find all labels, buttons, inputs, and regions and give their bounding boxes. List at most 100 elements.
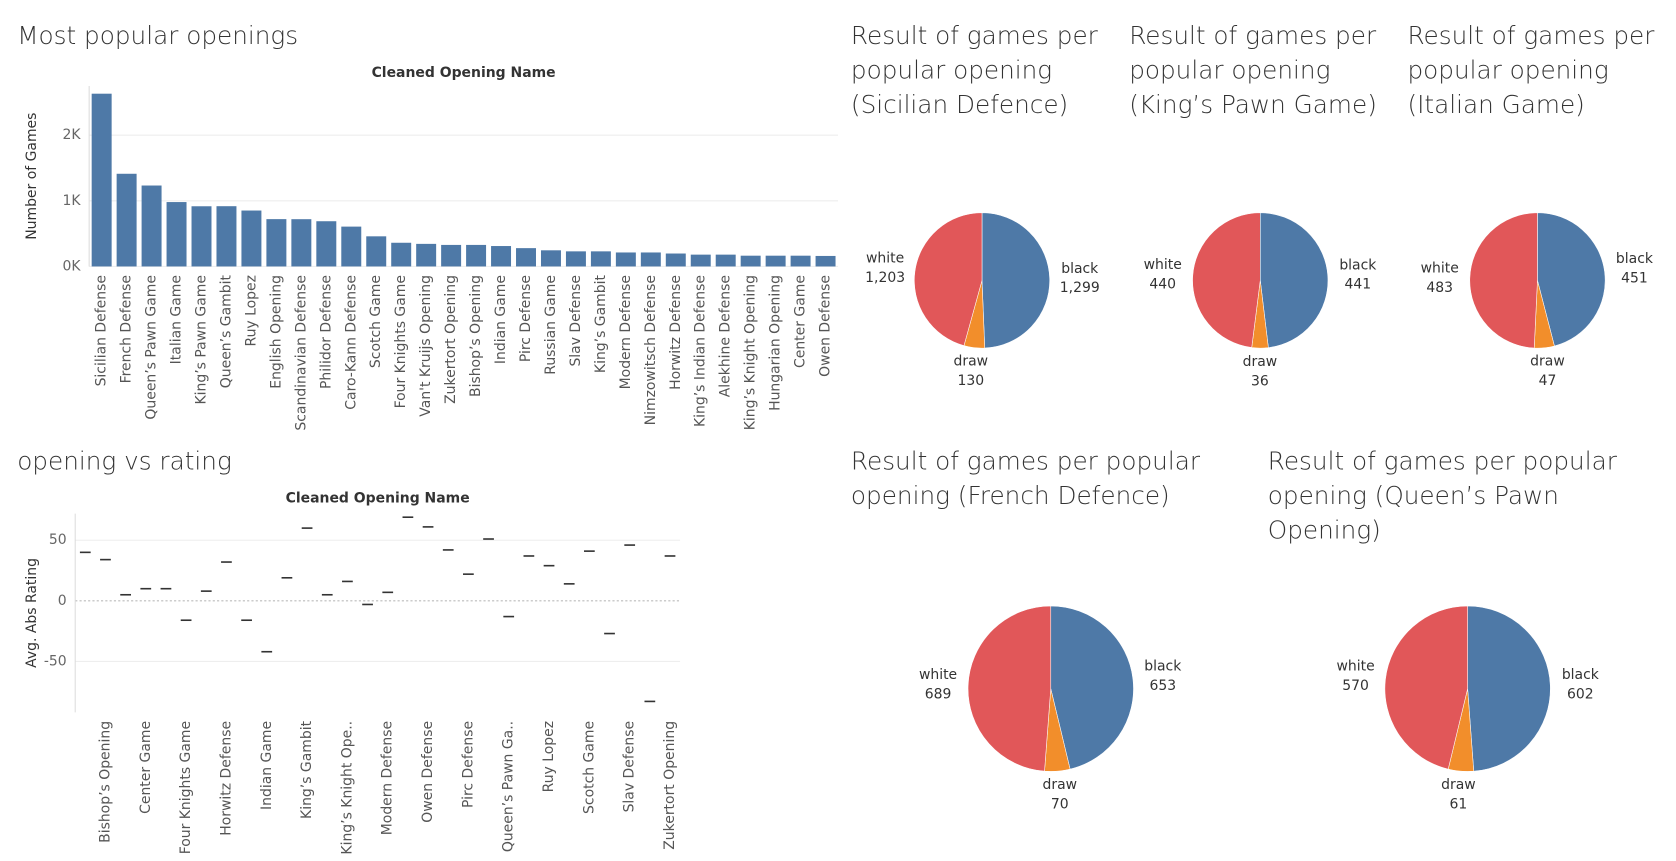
y-tick-label: -50	[44, 653, 67, 669]
bar	[266, 219, 287, 267]
pie-slice	[1384, 605, 1468, 770]
x-tick-label: Sicilian Defense	[94, 275, 110, 386]
x-tick-label: Modern Defense	[618, 275, 634, 389]
x-axis-title: Cleaned Opening Name	[286, 491, 470, 507]
x-tick-label: Queen’s Pawn Ga..	[501, 721, 517, 852]
x-tick-label: Italian Game	[169, 275, 185, 364]
y-tick-label: 1K	[63, 193, 82, 209]
slice-value: 61	[1450, 796, 1468, 812]
slice-value: 441	[1345, 277, 1372, 293]
y-axis-title: Number of Games	[24, 113, 40, 240]
x-tick-label: Slav Defense	[568, 275, 584, 367]
bar	[665, 253, 686, 267]
bar	[141, 185, 162, 267]
slice-value: 1,203	[865, 270, 905, 286]
x-tick-label: Scotch Game	[581, 721, 597, 814]
slice-value: 1,299	[1060, 280, 1100, 296]
slice-label: white	[919, 667, 957, 683]
bar	[690, 254, 711, 267]
x-tick-label: Pirc Defense	[460, 721, 476, 808]
x-tick-label: French Defense	[119, 275, 135, 383]
bar	[291, 219, 312, 267]
pie-slice	[1469, 212, 1538, 349]
bar	[815, 255, 836, 267]
x-tick-label: Slav Defense	[622, 721, 638, 813]
slice-value: 451	[1621, 271, 1648, 287]
chart-title: Most popular openings	[17, 22, 299, 51]
bar	[391, 242, 412, 267]
slice-label: black	[1616, 251, 1654, 267]
bar	[790, 255, 811, 267]
pie-slice	[1192, 212, 1261, 348]
bar	[715, 254, 736, 267]
x-tick-label: Horwitz Defense	[668, 275, 684, 390]
y-tick-label: 50	[49, 532, 67, 548]
bar	[216, 206, 237, 267]
bar	[765, 255, 786, 267]
slice-label: white	[866, 250, 904, 266]
x-tick-label: Nimzowitsch Defense	[643, 275, 659, 425]
bar	[241, 210, 262, 267]
x-tick-label: King’s Knight Opening	[743, 275, 759, 430]
pie-slice	[1537, 212, 1606, 347]
y-axis-title: Avg. Abs Rating	[24, 558, 40, 668]
bar	[191, 206, 212, 267]
bar	[466, 244, 487, 267]
x-tick-label: King’s Knight Ope..	[339, 721, 355, 855]
bar	[441, 244, 462, 267]
pie-slice	[1050, 605, 1134, 770]
pie-slice	[967, 605, 1052, 772]
bar	[740, 255, 761, 267]
x-tick-label: Owen Defense	[420, 721, 436, 823]
x-tick-label: Bishop’s Opening	[97, 721, 113, 843]
x-tick-label: King’s Gambit	[299, 720, 315, 819]
x-tick-label: Zukertort Opening	[662, 721, 678, 850]
slice-label: white	[1337, 658, 1375, 674]
x-tick-label: Horwitz Defense	[218, 721, 234, 836]
x-tick-label: Scotch Game	[368, 275, 384, 368]
slice-value: 602	[1567, 686, 1594, 702]
slice-value: 70	[1051, 796, 1069, 812]
bar	[615, 252, 636, 267]
slice-label: black	[1144, 659, 1182, 675]
pie-slice	[1467, 605, 1551, 772]
x-tick-label: Indian Game	[259, 721, 275, 810]
chart-title: Result of games per popular opening (Fre…	[850, 448, 1201, 511]
x-tick-label: Ruy Lopez	[541, 721, 557, 792]
bar	[116, 173, 137, 267]
slice-value: 47	[1539, 373, 1557, 389]
x-tick-label: Scandinavian Defense	[293, 275, 309, 431]
y-tick-label: 0	[58, 593, 67, 609]
pie-slice	[981, 212, 1050, 349]
x-tick-label: Zukertort Opening	[443, 275, 459, 404]
x-tick-label: Modern Defense	[380, 721, 396, 835]
slice-label: black	[1562, 667, 1600, 683]
x-tick-label: Philidor Defense	[318, 275, 334, 389]
slice-label: draw	[954, 353, 989, 369]
bar	[91, 93, 112, 267]
bar	[341, 226, 362, 267]
x-tick-label: King’s Pawn Game	[194, 275, 210, 404]
bar	[516, 248, 536, 267]
slice-value: 689	[925, 686, 952, 702]
chart-title: Result of games per popular opening (Ita…	[1407, 22, 1655, 120]
slice-label: draw	[1243, 354, 1278, 370]
pie-slice	[1260, 212, 1329, 348]
slice-label: white	[1144, 257, 1182, 273]
bar	[491, 246, 512, 267]
bar	[565, 251, 586, 267]
bar	[166, 202, 187, 267]
x-tick-label: Indian Game	[493, 275, 509, 364]
bar	[590, 251, 611, 267]
bar	[416, 243, 437, 267]
bar	[316, 221, 337, 267]
x-tick-label: Pirc Defense	[518, 275, 534, 362]
slice-label: white	[1421, 261, 1459, 277]
x-axis-title: Cleaned Opening Name	[372, 65, 556, 81]
x-tick-label: Alekhine Defense	[718, 275, 734, 397]
x-tick-label: King’s Gambit	[593, 275, 609, 374]
x-tick-label: Center Game	[138, 721, 154, 814]
x-tick-label: Four Knights Game	[393, 275, 409, 408]
x-tick-label: Owen Defense	[818, 275, 834, 377]
bar	[540, 250, 561, 267]
